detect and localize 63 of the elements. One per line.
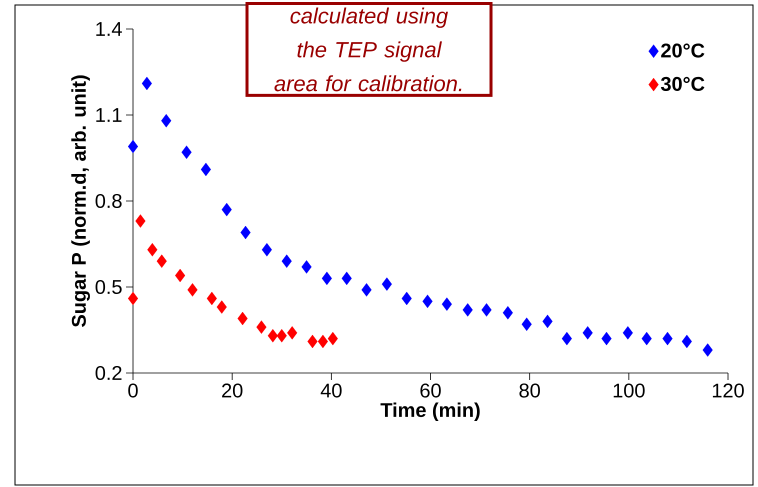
annotation: calculated using the TEP signal area for calibration.	[274, 7, 462, 92]
point	[542, 314, 553, 328]
x-tick-label: 80	[519, 384, 540, 398]
y-tick-label: 0.5	[96, 280, 122, 294]
point	[562, 332, 572, 346]
point	[702, 343, 713, 357]
y-tick-label: 0.2	[96, 366, 122, 380]
point	[128, 292, 138, 306]
point	[662, 332, 673, 346]
point	[382, 277, 392, 291]
x-axis-title: Time (min)	[380, 402, 480, 422]
point	[342, 272, 352, 286]
legend-label: 30°C	[660, 76, 704, 92]
point	[307, 334, 318, 348]
point	[318, 334, 328, 348]
point	[481, 303, 492, 317]
point	[287, 326, 298, 340]
point	[200, 162, 211, 176]
x-tick-label: 20	[222, 384, 242, 398]
point	[322, 272, 332, 286]
point	[682, 334, 692, 348]
point	[222, 202, 232, 216]
point	[181, 146, 192, 159]
x-tick-label: 60	[420, 384, 441, 398]
point	[161, 114, 172, 128]
point	[301, 260, 312, 274]
point	[268, 329, 278, 342]
point	[238, 312, 248, 326]
y-tick-label: 1.1	[96, 108, 122, 122]
point	[601, 332, 612, 346]
x-tick-label: 40	[320, 384, 342, 398]
point	[622, 326, 633, 340]
point	[422, 294, 433, 308]
point	[502, 306, 513, 320]
point	[361, 283, 372, 297]
point	[462, 303, 473, 317]
point	[282, 254, 292, 268]
point	[240, 226, 251, 240]
point	[156, 254, 167, 268]
y-axis-title: Sugar P (norm.d, arb. unit)	[71, 75, 90, 327]
y-tick-label: 1.4	[96, 22, 122, 36]
point	[206, 292, 217, 306]
point	[142, 76, 152, 90]
point	[642, 332, 652, 346]
y-tick-label: 0.8	[96, 194, 122, 208]
x-tick-label: 120	[712, 384, 744, 398]
point	[256, 320, 267, 334]
point	[175, 268, 186, 282]
point	[402, 292, 412, 306]
point	[128, 140, 138, 154]
point	[328, 332, 338, 346]
legend-label: 20°C	[661, 43, 704, 58]
point	[276, 329, 287, 342]
point	[442, 297, 452, 311]
point	[187, 283, 198, 297]
point	[147, 243, 158, 256]
point	[135, 214, 146, 228]
point	[216, 300, 227, 314]
x-tick-label: 100	[614, 384, 645, 398]
point	[262, 243, 272, 256]
x-tick-label: 0	[128, 384, 138, 398]
point	[582, 326, 593, 340]
point	[522, 318, 532, 331]
